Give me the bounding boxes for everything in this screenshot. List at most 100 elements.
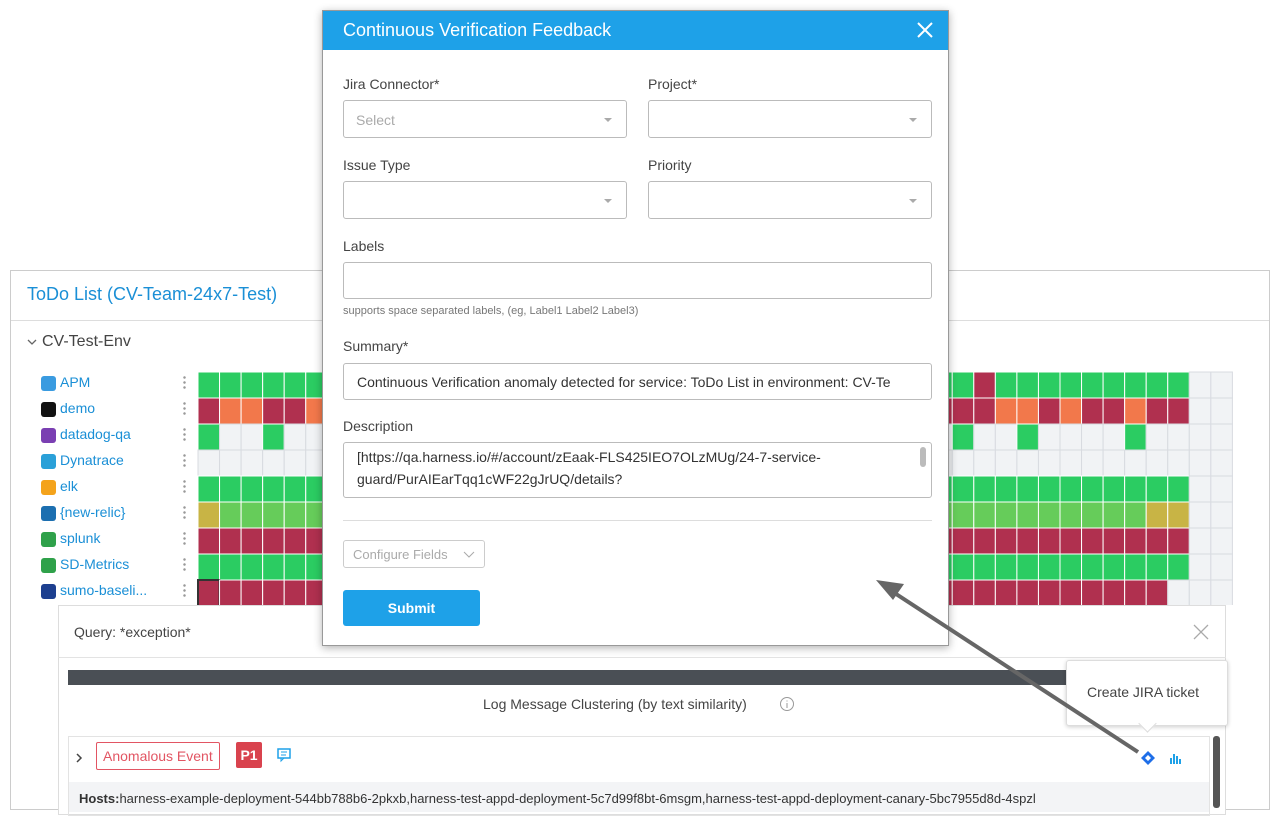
heatmap-cell[interactable]	[1210, 579, 1233, 605]
heatmap-cell[interactable]	[1124, 579, 1147, 605]
heatmap-cell[interactable]	[197, 527, 221, 555]
heatmap-cell[interactable]	[1102, 501, 1126, 529]
heatmap-cell[interactable]	[1188, 579, 1212, 605]
heatmap-cell[interactable]	[1102, 397, 1126, 425]
heatmap-cell[interactable]	[994, 527, 1018, 555]
heatmap-cell[interactable]	[1167, 579, 1190, 605]
heatmap-cell[interactable]	[262, 423, 285, 451]
summary-input[interactable]: Continuous Verification anomaly detected…	[343, 363, 932, 400]
heatmap-cell[interactable]	[1188, 371, 1212, 399]
heatmap-cell[interactable]	[951, 371, 975, 399]
heatmap-cell[interactable]	[219, 553, 242, 581]
heatmap-cell[interactable]	[1102, 449, 1126, 477]
heatmap-cell[interactable]	[197, 449, 221, 477]
priority-select[interactable]	[648, 181, 932, 219]
heatmap-cell[interactable]	[219, 397, 242, 425]
heatmap-cell[interactable]	[951, 501, 975, 529]
service-name[interactable]: datadog-qa	[60, 426, 131, 442]
heatmap-cell[interactable]	[240, 449, 264, 477]
heatmap-cell[interactable]	[197, 371, 221, 399]
heatmap-cell[interactable]	[1081, 423, 1104, 451]
heatmap-cell[interactable]	[1037, 423, 1061, 451]
submit-button[interactable]: Submit	[343, 590, 480, 626]
row-menu[interactable]	[183, 531, 186, 547]
heatmap-cell[interactable]	[973, 553, 996, 581]
heatmap-cell[interactable]	[1016, 371, 1039, 399]
heatmap-cell[interactable]	[1081, 501, 1104, 529]
dialog-close[interactable]	[916, 21, 934, 39]
heatmap-cell[interactable]	[951, 423, 975, 451]
heatmap-cell[interactable]	[240, 501, 264, 529]
service-name[interactable]: {new-relic}	[60, 504, 126, 520]
chart-icon[interactable]	[1168, 750, 1184, 766]
heatmap-cell[interactable]	[1167, 475, 1190, 503]
heatmap-cell[interactable]	[1059, 397, 1083, 425]
heatmap-cell[interactable]	[240, 423, 264, 451]
heatmap-cell[interactable]	[1037, 475, 1061, 503]
heatmap-cell[interactable]	[1102, 527, 1126, 555]
info-icon[interactable]	[779, 696, 795, 712]
heatmap-cell[interactable]	[1016, 423, 1039, 451]
heatmap-cell[interactable]	[283, 475, 307, 503]
heatmap-cell[interactable]	[1081, 527, 1104, 555]
heatmap-cell[interactable]	[1081, 553, 1104, 581]
heatmap-cell[interactable]	[219, 501, 242, 529]
heatmap-cell[interactable]	[1124, 371, 1147, 399]
heatmap-cell[interactable]	[1124, 449, 1147, 477]
heatmap-cell[interactable]	[197, 423, 221, 451]
heatmap-cell[interactable]	[1188, 501, 1212, 529]
heatmap-cell[interactable]	[1124, 527, 1147, 555]
heatmap-cell[interactable]	[262, 371, 285, 399]
service-name[interactable]: SD-Metrics	[60, 556, 130, 572]
heatmap-cell[interactable]	[1145, 449, 1169, 477]
heatmap-cell[interactable]	[1210, 423, 1233, 451]
heatmap-cell[interactable]	[1016, 553, 1039, 581]
heatmap-cell[interactable]	[283, 449, 307, 477]
heatmap-cell[interactable]	[283, 397, 307, 425]
service-name[interactable]: sumo-baseli...	[60, 582, 148, 598]
heatmap-cell[interactable]	[197, 501, 221, 529]
heatmap-cell[interactable]	[1145, 371, 1169, 399]
heatmap-cell[interactable]	[1145, 423, 1169, 451]
jira-connector-select[interactable]: Select	[343, 100, 627, 138]
heatmap-cell[interactable]	[1059, 423, 1083, 451]
heatmap-cell[interactable]	[1081, 371, 1104, 399]
expand-icon[interactable]	[74, 752, 84, 764]
heatmap-cell[interactable]	[219, 475, 242, 503]
heatmap-cell[interactable]	[283, 553, 307, 581]
heatmap-cell[interactable]	[262, 579, 285, 605]
panel-title[interactable]: ToDo List (CV-Team-24x7-Test)	[27, 284, 278, 304]
heatmap-cell[interactable]	[1102, 553, 1126, 581]
row-menu[interactable]	[183, 557, 186, 573]
heatmap-cell[interactable]	[197, 579, 221, 605]
heatmap-cell[interactable]	[973, 475, 996, 503]
heatmap-cell[interactable]	[1210, 449, 1233, 477]
heatmap-cell[interactable]	[197, 553, 221, 581]
heatmap-cell[interactable]	[197, 397, 221, 425]
heatmap-cell[interactable]	[1016, 475, 1039, 503]
heatmap-cell[interactable]	[1145, 553, 1169, 581]
heatmap-cell[interactable]	[1037, 579, 1061, 605]
heatmap-cell[interactable]	[283, 527, 307, 555]
jira-icon[interactable]	[1140, 750, 1156, 766]
heatmap-cell[interactable]	[973, 527, 996, 555]
heatmap-cell[interactable]	[1210, 475, 1233, 503]
heatmap-cell[interactable]	[951, 475, 975, 503]
heatmap-cell[interactable]	[1167, 527, 1190, 555]
heatmap-cell[interactable]	[973, 397, 996, 425]
heatmap-cell[interactable]	[1016, 501, 1039, 529]
heatmap-cell[interactable]	[1081, 475, 1104, 503]
heatmap-cell[interactable]	[994, 449, 1018, 477]
heatmap-cell[interactable]	[994, 423, 1018, 451]
heatmap-cell[interactable]	[994, 553, 1018, 581]
heatmap-cell[interactable]	[1124, 423, 1147, 451]
heatmap-cell[interactable]	[1016, 397, 1039, 425]
heatmap-cell[interactable]	[973, 501, 996, 529]
heatmap-cell[interactable]	[197, 475, 221, 503]
heatmap-cell[interactable]	[973, 579, 996, 605]
heatmap-cell[interactable]	[219, 449, 242, 477]
heatmap-cell[interactable]	[1124, 397, 1147, 425]
heatmap-cell[interactable]	[219, 579, 242, 605]
heatmap-cell[interactable]	[994, 371, 1018, 399]
heatmap-cell[interactable]	[1188, 449, 1212, 477]
